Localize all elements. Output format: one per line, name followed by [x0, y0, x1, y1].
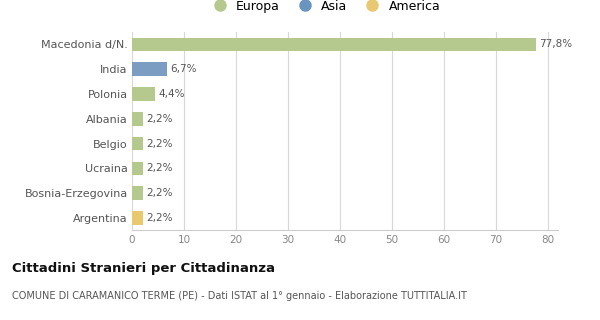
Text: 2,2%: 2,2% — [146, 139, 173, 148]
Text: 2,2%: 2,2% — [146, 213, 173, 223]
Legend: Europa, Asia, America: Europa, Asia, America — [202, 0, 445, 18]
Bar — [132, 137, 143, 150]
Text: COMUNE DI CARAMANICO TERME (PE) - Dati ISTAT al 1° gennaio - Elaborazione TUTTIT: COMUNE DI CARAMANICO TERME (PE) - Dati I… — [12, 291, 467, 301]
Bar — [132, 186, 143, 200]
Bar — [132, 37, 536, 51]
Text: 77,8%: 77,8% — [539, 39, 572, 49]
Bar — [132, 211, 143, 225]
Text: 2,2%: 2,2% — [146, 188, 173, 198]
Text: 2,2%: 2,2% — [146, 164, 173, 173]
Bar — [132, 162, 143, 175]
Bar — [132, 62, 167, 76]
Text: 4,4%: 4,4% — [158, 89, 184, 99]
Bar — [132, 112, 143, 126]
Text: Cittadini Stranieri per Cittadinanza: Cittadini Stranieri per Cittadinanza — [12, 262, 275, 276]
Text: 2,2%: 2,2% — [146, 114, 173, 124]
Bar — [132, 87, 155, 101]
Text: 6,7%: 6,7% — [170, 64, 196, 74]
